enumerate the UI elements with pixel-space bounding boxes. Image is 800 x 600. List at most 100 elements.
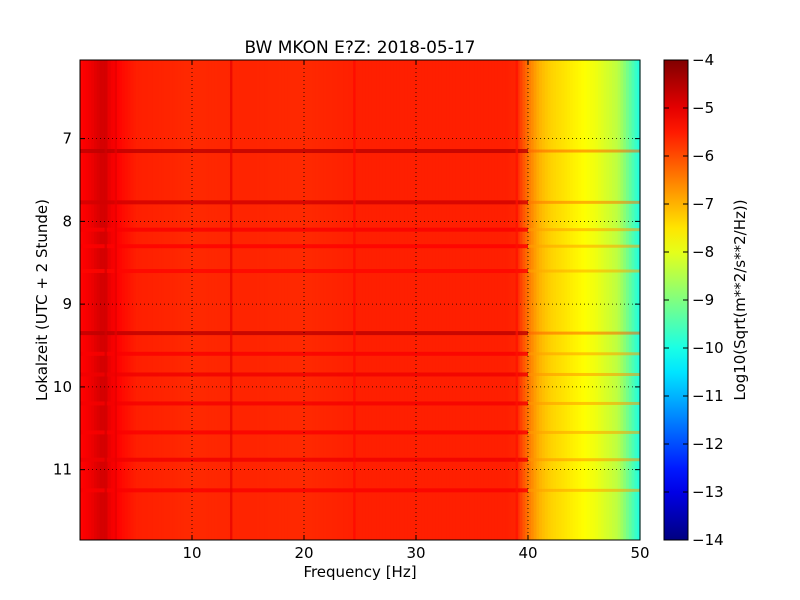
heatmap-column <box>206 60 210 540</box>
heatmap-line <box>104 60 107 540</box>
heatmap-column <box>178 60 182 540</box>
heatmap-column <box>281 60 285 540</box>
heatmap-column <box>427 60 431 540</box>
heatmap-line <box>114 60 118 540</box>
heatmap-band-tail <box>528 200 640 204</box>
y-axis-label: Lokalzeit (UTC + 2 Stunde) <box>33 199 51 401</box>
heatmap-column <box>374 60 378 540</box>
heatmap-column <box>477 60 481 540</box>
heatmap-column <box>278 60 283 540</box>
heatmap-column <box>253 60 257 540</box>
heatmap-band-tail <box>528 331 640 335</box>
x-axis: 10 20 30 40 50 <box>182 60 650 562</box>
heatmap-column <box>262 60 266 540</box>
heatmap-column <box>85 60 89 540</box>
heatmap-band-tail <box>528 149 640 153</box>
heatmap-column <box>455 60 459 540</box>
heatmap-band <box>80 244 528 249</box>
colorbar-tick-label: −12 <box>692 435 724 453</box>
heatmap-column <box>539 60 543 540</box>
heatmap-column <box>528 60 532 540</box>
heatmap-column <box>592 60 596 540</box>
heatmap-column <box>628 60 633 540</box>
heatmap-column <box>609 60 613 540</box>
heatmap-column <box>390 60 395 540</box>
heatmap-column <box>295 60 299 540</box>
heatmap-column <box>169 60 173 540</box>
heatmap-band-tail <box>528 352 640 356</box>
heatmap-column <box>82 60 87 540</box>
heatmap-column <box>88 60 92 540</box>
heatmap-column <box>536 60 540 540</box>
heatmap-column <box>360 60 364 540</box>
heatmap-column <box>483 60 487 540</box>
x-tick-label: 10 <box>182 544 201 562</box>
heatmap-column <box>211 60 215 540</box>
heatmap-band-tail <box>528 269 640 273</box>
heatmap-column <box>584 60 588 540</box>
heatmap-column <box>122 60 126 540</box>
heatmap-column <box>144 60 148 540</box>
heatmap-column <box>346 60 350 540</box>
heatmap-column <box>108 60 112 540</box>
heatmap-column <box>519 60 523 540</box>
heatmap-column <box>533 60 537 540</box>
heatmap-column <box>329 60 333 540</box>
colorbar-tick-label: −9 <box>692 291 714 309</box>
chart-title: BW MKON E?Z: 2018-05-17 <box>245 38 476 58</box>
heatmap-column <box>138 60 143 540</box>
heatmap-column <box>424 60 428 540</box>
heatmap-column <box>617 60 621 540</box>
heatmap-column <box>234 60 238 540</box>
heatmap-column <box>376 60 381 540</box>
colorbar-tick-label: −8 <box>692 243 714 261</box>
colorbar-tick-label: −14 <box>692 531 724 549</box>
heatmap-column <box>315 60 319 540</box>
y-axis: 7 8 9 10 11 <box>53 130 640 479</box>
y-tick-label: 10 <box>53 378 72 396</box>
colorbar-tick-label: −4 <box>692 51 714 69</box>
y-tick-label: 7 <box>62 130 72 148</box>
heatmap-column <box>589 60 593 540</box>
heatmap-column <box>91 60 95 540</box>
heatmap-column <box>421 60 425 540</box>
heatmap-column <box>550 60 554 540</box>
heatmap-line <box>515 60 518 540</box>
heatmap-column <box>469 60 473 540</box>
heatmap-column <box>458 60 462 540</box>
heatmap-column <box>172 60 176 540</box>
heatmap-column <box>441 60 445 540</box>
heatmap-column <box>516 60 521 540</box>
heatmap-column <box>312 60 316 540</box>
heatmap-column <box>491 60 495 540</box>
heatmap-column <box>136 60 140 540</box>
heatmap-column <box>284 60 288 540</box>
heatmap-column <box>368 60 372 540</box>
heatmap-column <box>371 60 375 540</box>
heatmap-column <box>298 60 302 540</box>
x-tick-label: 40 <box>518 544 537 562</box>
heatmap-column <box>116 60 120 540</box>
y-tick-label: 11 <box>53 461 72 479</box>
heatmap-band <box>80 351 528 356</box>
heatmap-column <box>96 60 101 540</box>
heatmap-column <box>127 60 131 540</box>
heatmap-band <box>80 372 528 377</box>
heatmap-band-tail <box>528 401 640 405</box>
heatmap-column <box>309 60 313 540</box>
x-tick-label: 20 <box>294 544 313 562</box>
colorbar-tick-label: −13 <box>692 483 724 501</box>
heatmap-column <box>155 60 159 540</box>
x-tick-label: 30 <box>406 544 425 562</box>
heatmap-column <box>164 60 168 540</box>
heatmap-column <box>530 60 535 540</box>
colorbar-tick-label: −7 <box>692 195 714 213</box>
heatmap-line <box>353 60 356 540</box>
heatmap-column <box>547 60 551 540</box>
heatmap-column <box>80 60 84 540</box>
heatmap-column <box>231 60 235 540</box>
x-tick-label: 50 <box>630 544 649 562</box>
heatmap-column <box>256 60 260 540</box>
colorbar-tick-label: −6 <box>692 147 714 165</box>
heatmap-column <box>393 60 397 540</box>
